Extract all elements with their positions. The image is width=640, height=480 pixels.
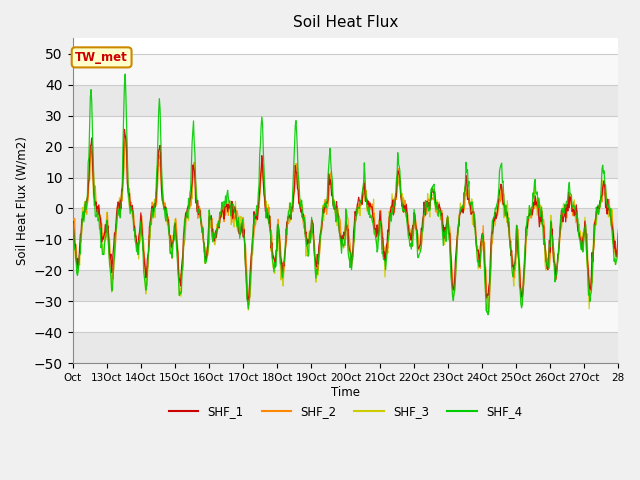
- Bar: [72, 146, 618, 178]
- X-axis label: Time: Time: [331, 386, 360, 399]
- Bar: [72, 333, 618, 363]
- Bar: [72, 84, 618, 116]
- Bar: [72, 301, 618, 333]
- Text: TW_met: TW_met: [76, 51, 128, 64]
- Bar: [72, 240, 618, 270]
- Y-axis label: Soil Heat Flux (W/m2): Soil Heat Flux (W/m2): [15, 136, 28, 265]
- Bar: [72, 208, 618, 240]
- Bar: [72, 178, 618, 208]
- Bar: [72, 270, 618, 301]
- Bar: [72, 116, 618, 146]
- Bar: [72, 54, 618, 84]
- Legend: SHF_1, SHF_2, SHF_3, SHF_4: SHF_1, SHF_2, SHF_3, SHF_4: [164, 400, 527, 422]
- Title: Soil Heat Flux: Soil Heat Flux: [292, 15, 398, 30]
